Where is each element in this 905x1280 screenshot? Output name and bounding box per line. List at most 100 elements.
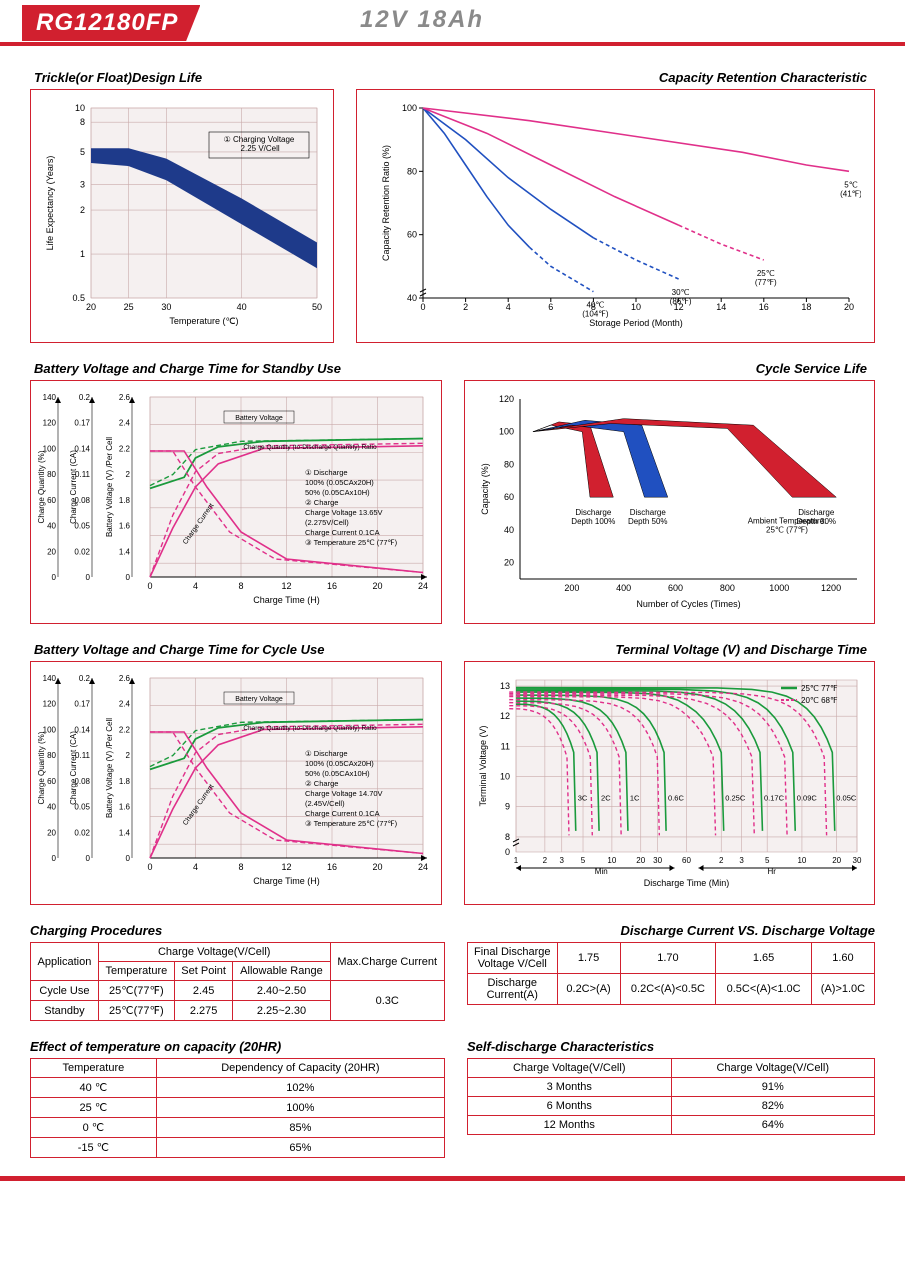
svg-text:0.05C: 0.05C: [836, 794, 857, 803]
model-badge: RG12180FP: [22, 5, 200, 41]
svg-text:1200: 1200: [821, 583, 841, 593]
svg-text:24: 24: [418, 581, 428, 591]
svg-text:80: 80: [47, 751, 56, 760]
svg-text:Charge Time (H): Charge Time (H): [253, 876, 320, 886]
svg-text:Temperature (℃): Temperature (℃): [169, 316, 238, 326]
chart1-title: Trickle(or Float)Design Life: [30, 70, 334, 85]
svg-text:0.25C: 0.25C: [725, 794, 746, 803]
svg-text:50% (0.05CAx10H): 50% (0.05CAx10H): [305, 769, 370, 778]
chart2-title: Capacity Retention Characteristic: [356, 70, 875, 85]
t3r0c1: 102%: [156, 1078, 444, 1098]
svg-text:3: 3: [80, 179, 85, 189]
t1h2: Max.Charge Current: [330, 943, 445, 981]
svg-text:9: 9: [505, 802, 510, 812]
svg-text:10: 10: [500, 772, 510, 782]
svg-text:100% (0.05CAx20H): 100% (0.05CAx20H): [305, 478, 374, 487]
svg-text:8: 8: [505, 832, 510, 842]
chart6: 8910111213123510203060235102030MinHr3C2C…: [472, 670, 867, 900]
svg-text:2.4: 2.4: [119, 700, 131, 709]
svg-text:2: 2: [463, 302, 468, 312]
t3h1: Dependency of Capacity (20HR): [156, 1059, 444, 1078]
svg-text:3: 3: [739, 856, 744, 865]
svg-text:0: 0: [52, 854, 57, 863]
svg-text:30: 30: [161, 302, 171, 312]
svg-text:5: 5: [80, 147, 85, 157]
t2r0c0: Final Discharge Voltage V/Cell: [468, 943, 558, 974]
svg-text:Storage Period (Month): Storage Period (Month): [589, 318, 683, 328]
svg-text:2: 2: [719, 856, 724, 865]
svg-text:20: 20: [843, 302, 853, 312]
table2-title: Discharge Current VS. Discharge Voltage: [467, 923, 875, 938]
svg-text:Number of Cycles (Times): Number of Cycles (Times): [636, 599, 740, 609]
svg-text:1.8: 1.8: [119, 777, 131, 786]
chart1: 20253040500.51235810Life Expectancy (Yea…: [37, 98, 327, 338]
table1: Application Charge Voltage(V/Cell) Max.C…: [30, 942, 445, 1021]
chart2: 0246810121416182040608010040℃(104℉)30℃(8…: [371, 98, 861, 338]
svg-text:4: 4: [193, 862, 198, 872]
svg-text:12: 12: [500, 711, 510, 721]
svg-text:12: 12: [282, 862, 292, 872]
t3r2c1: 85%: [156, 1118, 444, 1138]
t4r0c0: 3 Months: [468, 1078, 672, 1097]
svg-text:60: 60: [504, 492, 514, 502]
t1h1: Charge Voltage(V/Cell): [98, 943, 330, 962]
svg-text:20: 20: [373, 862, 383, 872]
svg-text:1.6: 1.6: [119, 522, 131, 531]
svg-text:3: 3: [559, 856, 564, 865]
svg-text:5: 5: [581, 856, 586, 865]
svg-text:③ Temperature 25℃ (77℉): ③ Temperature 25℃ (77℉): [305, 819, 398, 828]
svg-text:100: 100: [499, 427, 514, 437]
table4-title: Self-discharge Characteristics: [467, 1039, 875, 1054]
t3r3c1: 65%: [156, 1138, 444, 1158]
svg-text:1: 1: [514, 856, 519, 865]
svg-text:2C: 2C: [601, 794, 611, 803]
svg-text:Terminal Voltage (V): Terminal Voltage (V): [478, 725, 488, 806]
svg-text:50% (0.05CAx10H): 50% (0.05CAx10H): [305, 488, 370, 497]
svg-text:80: 80: [406, 166, 416, 176]
svg-text:1.4: 1.4: [119, 547, 131, 556]
t3r2c0: 0 ℃: [31, 1118, 157, 1138]
svg-text:200: 200: [564, 583, 579, 593]
svg-text:16: 16: [758, 302, 768, 312]
svg-text:Charge Current (CA): Charge Current (CA): [69, 450, 78, 524]
svg-text:20: 20: [636, 856, 645, 865]
svg-text:20: 20: [86, 302, 96, 312]
svg-text:2.6: 2.6: [119, 674, 131, 683]
svg-text:20: 20: [504, 558, 514, 568]
svg-text:Charge Current 0.1CA: Charge Current 0.1CA: [305, 528, 380, 537]
svg-text:0: 0: [420, 302, 425, 312]
svg-text:③ Temperature 25℃ (77℉): ③ Temperature 25℃ (77℉): [305, 538, 398, 547]
svg-text:11: 11: [500, 741, 509, 751]
svg-text:Charge Quantity (%): Charge Quantity (%): [38, 450, 46, 523]
t4h0: Charge Voltage(V/Cell): [468, 1059, 672, 1078]
svg-text:0.02: 0.02: [75, 828, 91, 837]
svg-text:2.2: 2.2: [119, 725, 131, 734]
svg-text:120: 120: [499, 394, 514, 404]
t2r1c3: 0.5C<(A)<1.0C: [716, 974, 812, 1005]
svg-text:2: 2: [126, 751, 131, 760]
t2r1c4: (A)>1.0C: [811, 974, 874, 1005]
svg-text:40: 40: [504, 525, 514, 535]
svg-text:4: 4: [193, 581, 198, 591]
svg-text:① Discharge: ① Discharge: [305, 749, 348, 758]
svg-text:30℃(86℉): 30℃(86℉): [669, 288, 691, 306]
svg-text:0: 0: [148, 862, 153, 872]
t2r0c1: 1.75: [557, 943, 620, 974]
svg-text:40: 40: [406, 293, 416, 303]
svg-text:600: 600: [668, 583, 683, 593]
svg-text:Ambient Temperature:25℃ (77℉): Ambient Temperature:25℃ (77℉): [747, 516, 826, 534]
svg-text:0.17: 0.17: [75, 419, 91, 428]
chart6-title: Terminal Voltage (V) and Discharge Time: [464, 642, 876, 657]
t3r1c1: 100%: [156, 1098, 444, 1118]
t3r0c0: 40 ℃: [31, 1078, 157, 1098]
svg-text:40: 40: [237, 302, 247, 312]
svg-text:25: 25: [124, 302, 134, 312]
svg-text:10: 10: [607, 856, 616, 865]
header: RG12180FP 12V 18Ah: [0, 0, 905, 46]
svg-text:8: 8: [80, 117, 85, 127]
svg-text:20: 20: [832, 856, 841, 865]
svg-text:Battery Voltage: Battery Voltage: [236, 415, 284, 422]
svg-text:1000: 1000: [769, 583, 789, 593]
table3-title: Effect of temperature on capacity (20HR): [30, 1039, 445, 1054]
t1h0: Application: [31, 943, 99, 981]
